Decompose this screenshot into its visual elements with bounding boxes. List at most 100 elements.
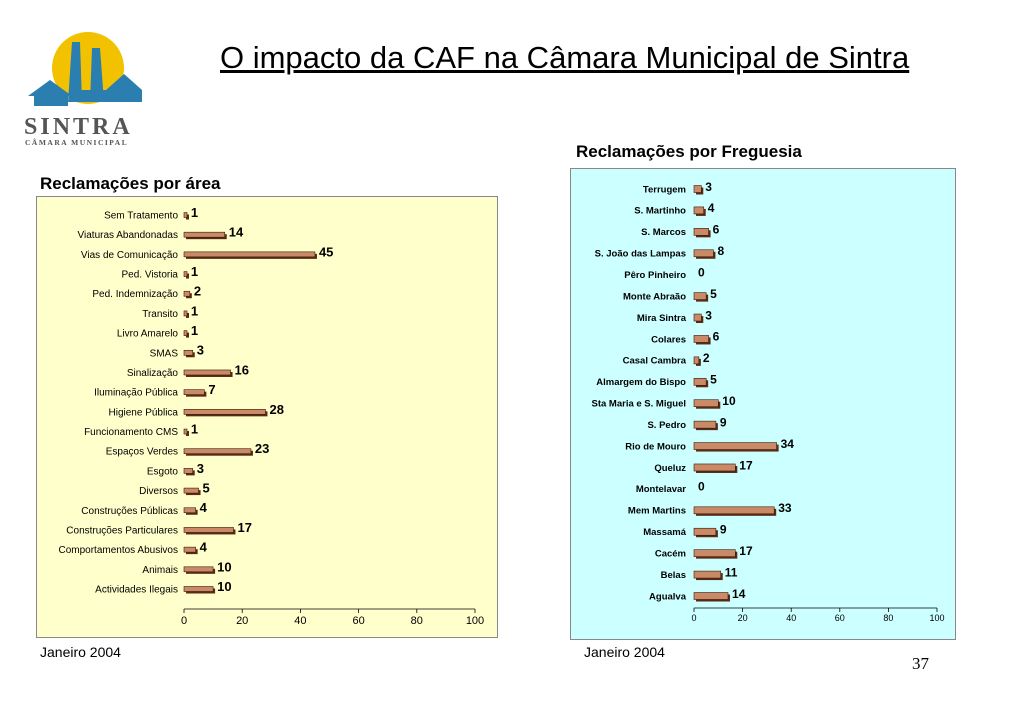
logo-subtext: CÂMARA MUNICIPAL xyxy=(25,137,128,147)
category-label: Livro Amarelo xyxy=(117,329,179,340)
category-label: Casal Cambra xyxy=(623,356,687,367)
bar xyxy=(183,566,214,573)
data-label: 23 xyxy=(255,441,269,456)
data-label: 9 xyxy=(720,415,727,429)
slide-title: O impacto da CAF na Câmara Municipal de … xyxy=(220,40,910,75)
bar xyxy=(183,448,252,455)
data-label: 11 xyxy=(725,565,738,579)
category-label: S. Pedro xyxy=(647,420,686,431)
category-label: Mem Martins xyxy=(628,506,686,517)
data-label: 34 xyxy=(781,437,795,451)
category-label: Cacém xyxy=(655,548,686,559)
bar xyxy=(183,212,188,218)
data-label: 1 xyxy=(191,205,198,220)
category-label: Colares xyxy=(651,334,686,345)
data-label: 17 xyxy=(739,544,753,558)
x-tick-label: 40 xyxy=(786,613,796,623)
category-label: Espaços Verdes xyxy=(106,447,178,458)
category-label: Queluz xyxy=(654,463,686,474)
data-label: 8 xyxy=(717,244,724,258)
bar xyxy=(693,335,709,343)
data-label: 1 xyxy=(191,303,198,318)
right-chart-footer: Janeiro 2004 xyxy=(584,644,665,660)
bar-shadow xyxy=(186,312,189,318)
category-label: Almargem do Bispo xyxy=(596,377,686,388)
x-tick-label: 0 xyxy=(181,615,187,627)
data-label: 16 xyxy=(235,362,249,377)
data-label: 1 xyxy=(191,264,198,279)
bar xyxy=(183,310,188,317)
category-label: Sinalização xyxy=(127,368,179,379)
bar xyxy=(183,330,188,336)
data-label: 7 xyxy=(208,382,215,397)
data-label: 3 xyxy=(705,308,712,322)
data-label: 1 xyxy=(191,323,198,338)
x-tick-label: 20 xyxy=(236,615,248,627)
data-label: 6 xyxy=(713,223,720,237)
bar xyxy=(183,389,205,395)
x-tick-label: 20 xyxy=(738,613,748,623)
page-number: 37 xyxy=(912,654,929,673)
logo-palace-icon xyxy=(28,42,142,106)
bar xyxy=(183,586,214,592)
data-label: 10 xyxy=(217,559,231,574)
bar xyxy=(693,463,736,472)
category-label: Iluminação Pública xyxy=(94,388,178,399)
category-label: SMAS xyxy=(150,348,179,359)
data-label: 9 xyxy=(720,523,727,537)
category-label: S. João das Lampas xyxy=(595,249,686,260)
data-label: 2 xyxy=(703,351,710,365)
bar xyxy=(183,231,226,238)
data-label: 3 xyxy=(197,343,204,358)
data-label: 4 xyxy=(200,500,208,515)
bar xyxy=(693,249,714,258)
category-label: Terrugem xyxy=(643,184,686,195)
bar xyxy=(183,546,196,553)
bar xyxy=(693,185,702,193)
bar xyxy=(183,251,316,258)
bar xyxy=(183,507,196,514)
data-label: 17 xyxy=(237,520,251,535)
data-label: 5 xyxy=(203,481,210,496)
category-label: Ped. Indemnização xyxy=(92,289,178,300)
category-label: Pêro Pinheiro xyxy=(624,270,686,281)
category-label: Agualva xyxy=(649,591,687,602)
data-label: 33 xyxy=(778,501,792,515)
bar-shadow xyxy=(186,273,189,279)
category-label: Esgoto xyxy=(147,466,179,477)
bar xyxy=(693,549,736,557)
data-label: 6 xyxy=(713,330,720,344)
data-label: 1 xyxy=(191,421,198,436)
data-label: 3 xyxy=(197,461,204,476)
category-label: Belas xyxy=(661,570,686,581)
bar xyxy=(693,313,702,322)
left-chart-title: Reclamações por área xyxy=(40,174,221,193)
category-label: Mira Sintra xyxy=(637,313,687,324)
right-chart-title: Reclamações por Freguesia xyxy=(576,142,802,161)
left-chart-footer: Janeiro 2004 xyxy=(40,644,121,660)
data-label: 2 xyxy=(194,284,201,299)
x-tick-label: 0 xyxy=(691,613,696,623)
bar xyxy=(693,570,722,579)
x-tick-label: 60 xyxy=(352,615,364,627)
bar-shadow xyxy=(186,214,189,220)
bar xyxy=(183,468,194,474)
bar xyxy=(693,399,719,408)
right-chart-panel: 0 20 40 60 80 100 Terrugem 3 S. Martinho 4 S. Marc… xyxy=(570,168,956,640)
category-label: Animais xyxy=(142,565,178,576)
category-label: Sem Tratamento xyxy=(104,211,178,222)
bar xyxy=(693,527,717,536)
bar xyxy=(183,409,266,415)
category-label: Funcionamento CMS xyxy=(84,427,178,438)
bar xyxy=(693,592,729,600)
data-label: 10 xyxy=(217,579,231,594)
data-label: 10 xyxy=(722,394,736,408)
bar xyxy=(693,442,777,450)
left-chart-panel: 0 20 40 60 80 100 Sem Tratamento 1 Viaturas Aban… xyxy=(36,196,498,638)
category-label: Monte Abraão xyxy=(623,291,686,302)
bar-shadow xyxy=(186,332,189,338)
bar xyxy=(693,292,707,300)
bar xyxy=(693,377,707,386)
category-label: Ped. Vistoria xyxy=(121,270,178,281)
category-label: Montelavar xyxy=(636,484,686,495)
